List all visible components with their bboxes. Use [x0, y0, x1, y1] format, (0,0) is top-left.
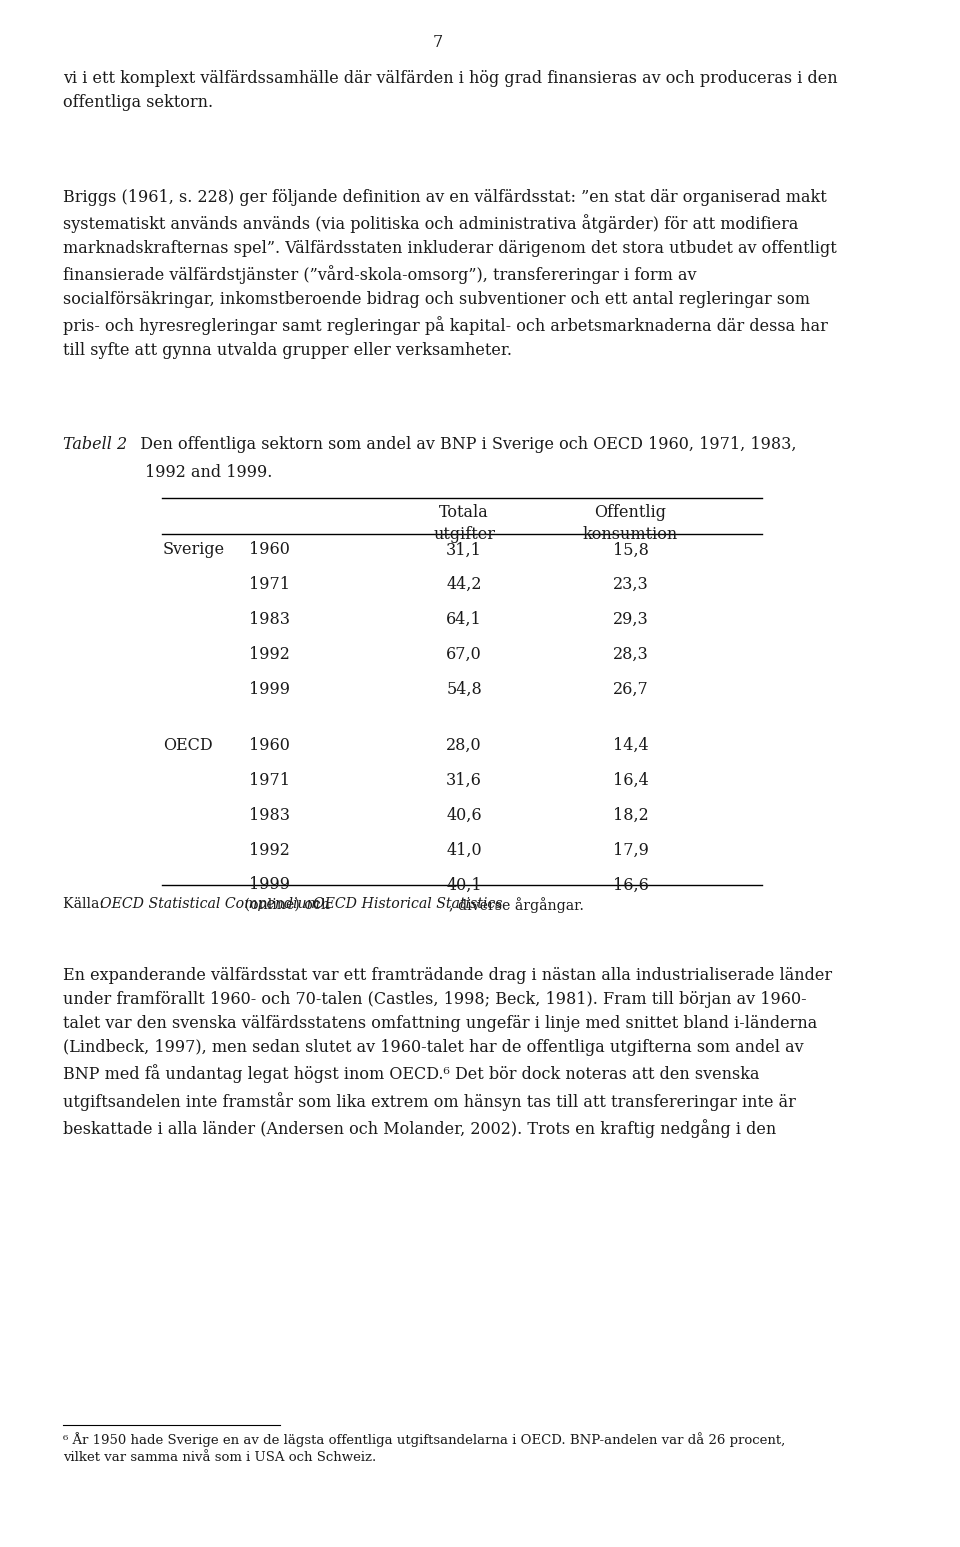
- Text: OECD Statistical Compendium: OECD Statistical Compendium: [100, 897, 320, 911]
- Text: Sverige: Sverige: [163, 541, 225, 558]
- Text: 1983: 1983: [250, 808, 290, 823]
- Text: 7: 7: [433, 34, 443, 51]
- Text: 1971: 1971: [250, 575, 290, 593]
- Text: OECD: OECD: [163, 736, 212, 753]
- Text: Den offentliga sektorn som andel av BNP i Sverige och OECD 1960, 1971, 1983,: Den offentliga sektorn som andel av BNP …: [130, 436, 796, 453]
- Text: 1960: 1960: [250, 736, 290, 753]
- Text: 54,8: 54,8: [446, 681, 482, 698]
- Text: Tabell 2: Tabell 2: [63, 436, 127, 453]
- Text: 29,3: 29,3: [612, 611, 648, 628]
- Text: 44,2: 44,2: [446, 575, 482, 593]
- Text: 18,2: 18,2: [612, 808, 648, 823]
- Text: 67,0: 67,0: [446, 647, 482, 662]
- Text: 1999: 1999: [250, 681, 290, 698]
- Text: Källa:: Källa:: [63, 897, 108, 911]
- Text: 1992 and 1999.: 1992 and 1999.: [145, 464, 272, 481]
- Text: 1983: 1983: [250, 611, 290, 628]
- Text: OECD Historical Statistics: OECD Historical Statistics: [313, 897, 503, 911]
- Text: 1960: 1960: [250, 541, 290, 558]
- Text: 40,1: 40,1: [446, 876, 482, 893]
- Text: 15,8: 15,8: [612, 541, 649, 558]
- Text: ⁶ År 1950 hade Sverige en av de lägsta offentliga utgiftsandelarna i OECD. BNP-a: ⁶ År 1950 hade Sverige en av de lägsta o…: [63, 1433, 785, 1465]
- Text: 1992: 1992: [250, 647, 290, 662]
- Text: Briggs (1961, s. 228) ger följande definition av en välfärdsstat: ”en stat där o: Briggs (1961, s. 228) ger följande defin…: [63, 189, 837, 359]
- Text: 31,6: 31,6: [446, 772, 482, 789]
- Text: Totala
utgifter: Totala utgifter: [433, 504, 495, 543]
- Text: 40,6: 40,6: [446, 808, 482, 823]
- Text: 26,7: 26,7: [612, 681, 648, 698]
- Text: 28,3: 28,3: [612, 647, 648, 662]
- Text: En expanderande välfärdsstat var ett framträdande drag i nästan alla industriali: En expanderande välfärdsstat var ett fra…: [63, 967, 832, 1137]
- Text: (online) och: (online) och: [240, 897, 335, 911]
- Text: 23,3: 23,3: [612, 575, 648, 593]
- Text: 1999: 1999: [250, 876, 290, 893]
- Text: 16,4: 16,4: [612, 772, 648, 789]
- Text: 16,6: 16,6: [612, 876, 649, 893]
- Text: 64,1: 64,1: [446, 611, 482, 628]
- Text: 17,9: 17,9: [612, 842, 649, 859]
- Text: , diverse årgångar.: , diverse årgångar.: [448, 897, 584, 913]
- Text: 31,1: 31,1: [446, 541, 482, 558]
- Text: Offentlig
konsumtion: Offentlig konsumtion: [583, 504, 678, 543]
- Text: 28,0: 28,0: [446, 736, 482, 753]
- Text: 1971: 1971: [250, 772, 290, 789]
- Text: 1992: 1992: [250, 842, 290, 859]
- Text: vi i ett komplext välfärdssamhälle där välfärden i hög grad finansieras av och p: vi i ett komplext välfärdssamhälle där v…: [63, 70, 838, 111]
- Text: 41,0: 41,0: [446, 842, 482, 859]
- Text: 14,4: 14,4: [612, 736, 648, 753]
